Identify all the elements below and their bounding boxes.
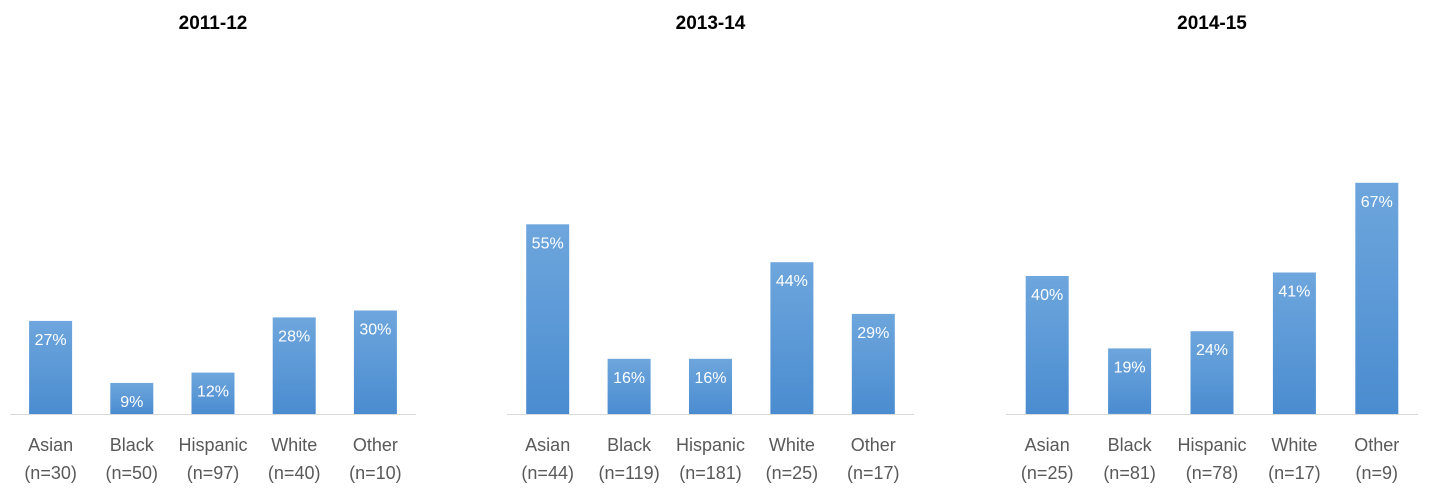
bar-hispanic	[191, 372, 235, 414]
x-tick-label: Hispanic	[1177, 435, 1246, 455]
x-tick-label: White	[769, 435, 815, 455]
x-tick-label: Other	[851, 435, 896, 455]
x-tick-label: Hispanic	[178, 435, 247, 455]
x-tick-label: Black	[110, 435, 155, 455]
data-label: 44%	[776, 273, 808, 290]
data-label: 24%	[1196, 342, 1228, 359]
x-tick-label: Asian	[525, 435, 570, 455]
bar-hispanic	[1190, 331, 1234, 414]
x-tick-sublabel: (n=119)	[598, 463, 659, 483]
bar-asian	[1025, 276, 1069, 414]
x-tick-sublabel: (n=9)	[1356, 463, 1399, 483]
data-label: 29%	[857, 325, 889, 342]
x-tick-sublabel: (n=17)	[847, 463, 900, 483]
x-tick-label: White	[271, 435, 317, 455]
chart-title: 2014-15	[1177, 13, 1247, 34]
bar-black	[110, 382, 154, 414]
chart-panel-2: 2013-14 55% Asian (n=44) 16% Black (n=119) 16% H…	[507, 13, 914, 483]
bar-black	[607, 358, 651, 414]
x-tick-sublabel: (n=40)	[268, 463, 321, 483]
chart-panel-3: 2014-15 40% Asian (n=25) 19% Black (n=81) 24% Hi…	[1006, 13, 1418, 483]
x-tick-sublabel: (n=10)	[349, 463, 402, 483]
bar-asian	[29, 320, 73, 415]
data-label: 16%	[694, 370, 726, 387]
x-tick-sublabel: (n=30)	[24, 463, 77, 483]
data-label: 55%	[532, 235, 564, 252]
x-tick-sublabel: (n=81)	[1103, 463, 1156, 483]
x-tick-label: Other	[353, 435, 398, 455]
x-tick-sublabel: (n=17)	[1268, 463, 1321, 483]
bar-black	[1108, 348, 1152, 414]
x-tick-sublabel: (n=181)	[679, 463, 742, 483]
x-tick-label: Hispanic	[676, 435, 745, 455]
data-label: 16%	[613, 370, 645, 387]
chart-title: 2011-12	[179, 13, 248, 34]
chart-title: 2013-14	[676, 13, 746, 34]
x-tick-sublabel: (n=44)	[521, 463, 574, 483]
data-label: 9%	[120, 394, 143, 411]
bar-hispanic	[689, 358, 732, 414]
x-tick-label: White	[1271, 435, 1317, 455]
x-tick-sublabel: (n=25)	[1021, 463, 1074, 483]
x-tick-sublabel: (n=78)	[1186, 463, 1239, 483]
x-tick-sublabel: (n=50)	[106, 463, 159, 483]
data-label: 30%	[359, 322, 391, 339]
bar-other	[353, 310, 397, 414]
x-tick-label: Black	[607, 435, 652, 455]
x-tick-label: Asian	[28, 435, 73, 455]
x-tick-sublabel: (n=97)	[187, 463, 240, 483]
bar-other	[851, 313, 895, 414]
data-label: 19%	[1114, 359, 1146, 376]
data-label: 28%	[278, 328, 310, 345]
data-label: 41%	[1278, 284, 1310, 301]
chart-panel-1: 2011-12 27% Asian (n=30) 9% Black (n=50) 12% His…	[10, 13, 416, 483]
bar-other	[1355, 182, 1399, 414]
data-label: 40%	[1031, 287, 1063, 304]
bar-white	[770, 262, 814, 414]
bar-white	[272, 317, 316, 414]
x-tick-sublabel: (n=25)	[766, 463, 819, 483]
bar-asian	[526, 224, 570, 415]
data-label: 12%	[197, 384, 229, 401]
data-label: 27%	[35, 332, 67, 349]
x-tick-label: Asian	[1025, 435, 1070, 455]
bar-white	[1272, 272, 1316, 414]
x-tick-label: Black	[1108, 435, 1153, 455]
data-label: 67%	[1361, 194, 1393, 211]
x-tick-label: Other	[1354, 435, 1399, 455]
